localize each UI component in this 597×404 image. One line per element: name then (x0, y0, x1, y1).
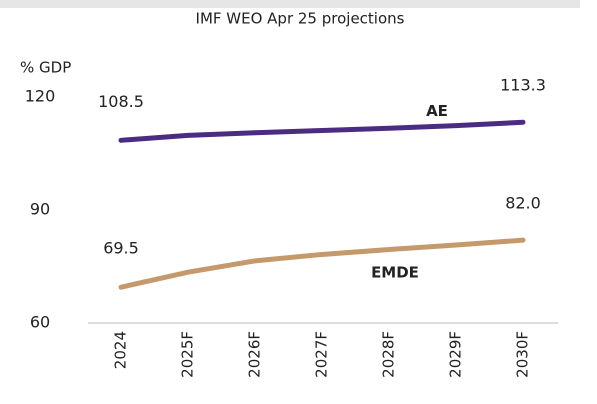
y-tick-label: 90 (30, 200, 50, 219)
y-axis-label: % GDP (20, 59, 71, 77)
series-label: AE (426, 102, 448, 120)
series-line (118, 237, 526, 290)
chart-title: IMF WEO Apr 25 projections (196, 10, 405, 28)
x-tick-label: 2026F (246, 331, 264, 378)
x-tick-label: 2024 (112, 331, 130, 369)
y-tick-label: 120 (25, 87, 56, 106)
data-label: 69.5 (103, 239, 139, 258)
x-tick-label: 2030F (514, 331, 532, 378)
x-tick-label: 2028F (380, 331, 398, 378)
data-label: 108.5 (98, 92, 144, 111)
data-label: 113.3 (500, 76, 546, 95)
data-label: 82.0 (505, 194, 541, 213)
top-band (0, 0, 580, 8)
y-tick-label: 60 (30, 313, 50, 332)
x-tick-label: 2027F (313, 331, 331, 378)
x-tick-label: 2025F (179, 331, 197, 378)
series-line (118, 119, 526, 143)
x-tick-label: 2029F (447, 331, 465, 378)
series-label: EMDE (371, 264, 419, 282)
